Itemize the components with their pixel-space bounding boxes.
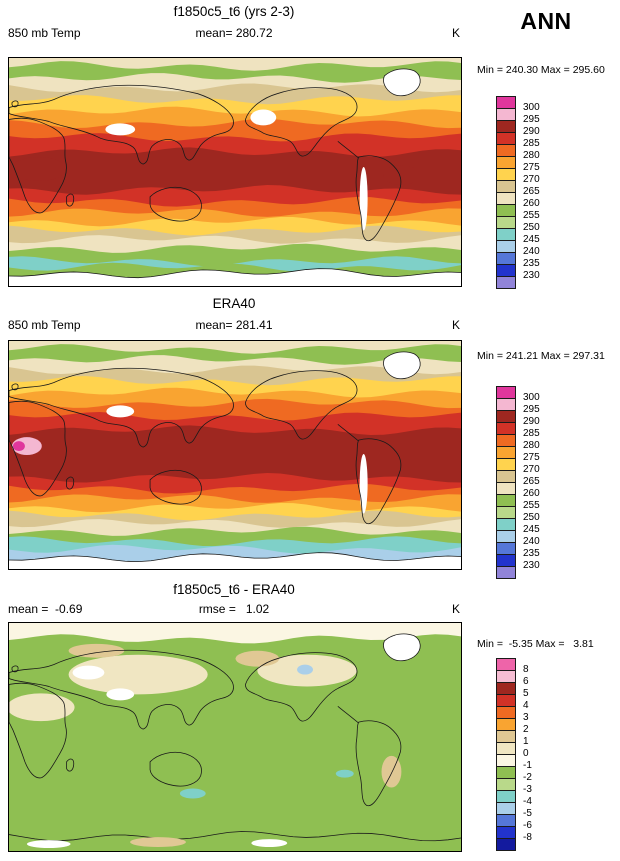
map-model-svg bbox=[9, 58, 461, 286]
colorbar-tick-label: 235 bbox=[523, 548, 540, 559]
panel-title: f1850c5_t6 (yrs 2-3) bbox=[173, 4, 295, 19]
colorbar-tick-label: 265 bbox=[523, 476, 540, 487]
mean-label: mean= 281.41 bbox=[195, 318, 273, 332]
colorbar-tick-label: 245 bbox=[523, 524, 540, 535]
colorbar-tick-label: 6 bbox=[523, 676, 529, 687]
rmse-label: rmse = 1.02 bbox=[198, 602, 270, 616]
colorbar-tick-label: 285 bbox=[523, 428, 540, 439]
map-era40-svg bbox=[9, 341, 461, 569]
colorbar-tick-label: 275 bbox=[523, 162, 540, 173]
panel-header-row: mean = -0.69 rmse = 1.02 K bbox=[8, 602, 460, 617]
colorbar-tick-label: 260 bbox=[523, 488, 540, 499]
minmax-label: Min = 241.21 Max = 297.31 bbox=[477, 350, 605, 362]
colorbar-tick-label: 5 bbox=[523, 688, 529, 699]
colorbar-tick-label: 8 bbox=[523, 664, 529, 675]
variable-label: 850 mb Temp bbox=[8, 26, 81, 40]
panel-header-row: 850 mb Temp mean= 281.41 K bbox=[8, 318, 460, 333]
colorbar-tick-label: 270 bbox=[523, 464, 540, 475]
colorbar-tick-label: 255 bbox=[523, 500, 540, 511]
colorbar-tick-label: 2 bbox=[523, 724, 529, 735]
unit-label: K bbox=[451, 318, 460, 332]
colorbar-tick-label: 270 bbox=[523, 174, 540, 185]
colorbar-tick-label: -8 bbox=[523, 832, 532, 843]
colorbar-tick-label: 300 bbox=[523, 392, 540, 403]
colorbar-tick-label: 280 bbox=[523, 440, 540, 451]
colorbar-tick-label: 230 bbox=[523, 560, 540, 571]
colorbar-tick-label: 290 bbox=[523, 416, 540, 427]
colorbar-tick-label: 250 bbox=[523, 222, 540, 233]
colorbar-tick-label: 250 bbox=[523, 512, 540, 523]
colorbar-tick-label: 295 bbox=[523, 404, 540, 415]
colorbar-tick-label: -5 bbox=[523, 808, 532, 819]
colorbar-tick-label: -1 bbox=[523, 760, 532, 771]
colorbar-tick-label: 290 bbox=[523, 126, 540, 137]
colorbar-tick-label: 300 bbox=[523, 102, 540, 113]
colorbar-difference: 8 6 5 4 3 2 1 0 -1 -2 -3 -4 -5 -6 -8 bbox=[496, 658, 616, 851]
minmax-label: Min = 240.30 Max = 295.60 bbox=[477, 64, 605, 76]
mean-label: mean = -0.69 bbox=[8, 602, 83, 616]
map-era40 bbox=[8, 340, 462, 570]
colorbar-tick-label: 255 bbox=[523, 210, 540, 221]
colorbar-swatch bbox=[496, 838, 516, 851]
colorbar-tick-label: 230 bbox=[523, 270, 540, 281]
colorbar-tick-label: 235 bbox=[523, 258, 540, 269]
map-model bbox=[8, 57, 462, 287]
colorbar-tick-label: 240 bbox=[523, 536, 540, 547]
colorbar-swatch bbox=[496, 276, 516, 289]
unit-label: K bbox=[451, 602, 460, 616]
colorbar-tick-label: -3 bbox=[523, 784, 532, 795]
colorbar-tick-label: 1 bbox=[523, 736, 529, 747]
colorbar-tick-label: 285 bbox=[523, 138, 540, 149]
colorbar-tick-label: -4 bbox=[523, 796, 532, 807]
variable-label: 850 mb Temp bbox=[8, 318, 81, 332]
panel-title: ERA40 bbox=[212, 296, 256, 311]
colorbar-model: 300 295 290 285 280 275 270 265 260 255 250 245 240 2… bbox=[496, 96, 616, 289]
colorbar-tick-label: 0 bbox=[523, 748, 529, 759]
colorbar-tick-label: 260 bbox=[523, 198, 540, 209]
map-difference-svg bbox=[9, 623, 461, 851]
colorbar-tick-label: 3 bbox=[523, 712, 529, 723]
colorbar-tick-label: 280 bbox=[523, 150, 540, 161]
colorbar-tick-label: 240 bbox=[523, 246, 540, 257]
panel-header-row: 850 mb Temp mean= 280.72 K bbox=[8, 26, 460, 41]
map-difference bbox=[8, 622, 462, 852]
colorbar-tick-label: 245 bbox=[523, 234, 540, 245]
colorbar-tick-label: -6 bbox=[523, 820, 532, 831]
colorbar-swatch bbox=[496, 566, 516, 579]
colorbar-tick-label: 275 bbox=[523, 452, 540, 463]
mean-label: mean= 280.72 bbox=[195, 26, 273, 40]
colorbar-tick-label: -2 bbox=[523, 772, 532, 783]
colorbar-tick-label: 265 bbox=[523, 186, 540, 197]
unit-label: K bbox=[451, 26, 460, 40]
panel-title: f1850c5_t6 - ERA40 bbox=[173, 582, 295, 597]
minmax-label: Min = -5.35 Max = 3.81 bbox=[477, 638, 594, 650]
colorbar-era40: 300 295 290 285 280 275 270 265 260 255 250 245 240 2… bbox=[496, 386, 616, 579]
colorbar-tick-label: 295 bbox=[523, 114, 540, 125]
season-label: ANN bbox=[520, 8, 572, 34]
colorbar-tick-label: 4 bbox=[523, 700, 529, 711]
